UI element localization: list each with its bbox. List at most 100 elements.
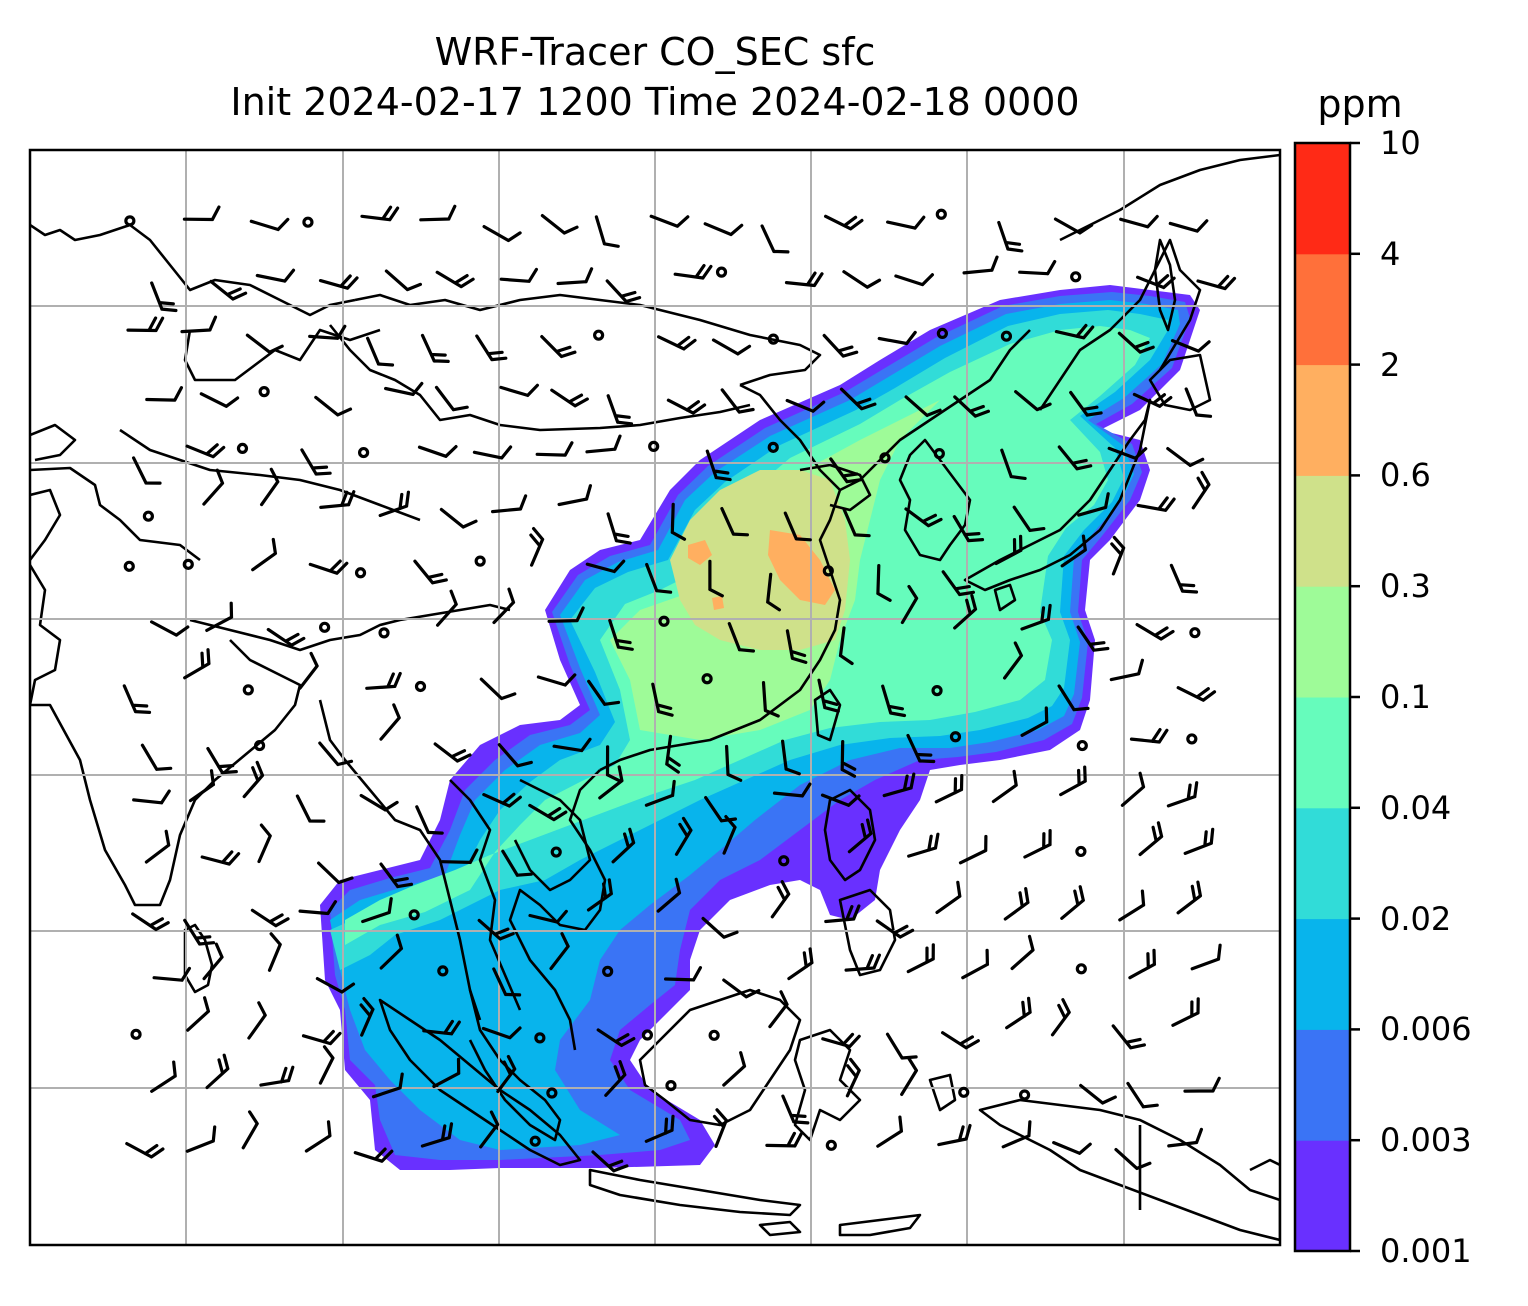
wind-barb	[1050, 998, 1071, 1037]
wind-barb	[766, 572, 781, 612]
wind-barb	[479, 1110, 500, 1149]
wind-barb	[379, 703, 401, 741]
wind-barb	[886, 215, 926, 230]
wind-barb	[499, 383, 539, 397]
wind-barb	[1010, 934, 1035, 971]
calm-wind-marker	[302, 216, 314, 228]
wind-barb	[413, 559, 448, 585]
wind-barb	[1136, 274, 1176, 290]
calm-wind-marker	[253, 739, 266, 752]
wind-barb	[829, 457, 863, 484]
wind-barb	[318, 741, 354, 767]
wind-barb	[145, 386, 183, 402]
wind-barb	[1183, 1076, 1221, 1093]
korea-coastline	[898, 438, 972, 562]
wind-barb	[366, 336, 395, 367]
wind-barb	[665, 734, 681, 774]
wind-barb	[300, 448, 332, 476]
wind-barb	[783, 511, 812, 542]
wind-barb	[656, 877, 682, 913]
wind-barb	[1018, 260, 1057, 276]
wind-barb	[132, 789, 171, 805]
border-central-1	[183, 328, 381, 382]
calm-wind-marker	[778, 855, 790, 867]
wind-barb	[251, 537, 277, 572]
wind-barb	[126, 316, 165, 333]
colorbar-tick-label: 0.04	[1380, 788, 1452, 827]
indochina-border-1	[449, 779, 522, 1011]
colorbar-unit-label: ppm	[1317, 82, 1403, 126]
wind-barb	[1107, 446, 1148, 460]
wind-barb	[770, 880, 791, 919]
wind-barb	[1057, 445, 1093, 471]
wind-barb	[670, 502, 687, 541]
wind-barb	[817, 678, 840, 713]
wind-barb	[365, 671, 402, 690]
wind-barb	[378, 490, 410, 518]
new-guinea	[978, 1098, 1280, 1242]
wind-barb	[820, 793, 861, 807]
wind-barb	[132, 456, 162, 485]
wind-barb	[1190, 943, 1222, 971]
wind-barb	[417, 445, 458, 458]
wind-barb	[497, 743, 533, 768]
wind-barb	[245, 333, 284, 354]
wind-barb	[434, 385, 469, 412]
wind-barb	[260, 467, 280, 507]
wind-barb	[1052, 1141, 1092, 1155]
calm-wind-marker	[1075, 845, 1087, 858]
colorbar-tick-label: 0.02	[1380, 899, 1452, 938]
wind-barb	[433, 742, 472, 763]
wind-barb	[784, 271, 824, 288]
wind-barb	[785, 398, 826, 413]
wind-barb	[1191, 470, 1211, 510]
wind-barb	[708, 559, 724, 598]
wind-barb	[1171, 997, 1200, 1027]
calm-wind-marker	[123, 560, 135, 572]
calm-wind-marker	[708, 1029, 720, 1041]
wind-barb	[1184, 387, 1213, 418]
wind-barb	[205, 601, 234, 632]
wind-barb	[991, 769, 1018, 804]
wind-barb	[557, 484, 592, 507]
wind-barb	[904, 395, 942, 417]
calm-wind-marker	[242, 684, 254, 696]
wind-barb	[255, 268, 296, 283]
wind-barb	[182, 205, 221, 222]
wind-barb	[536, 673, 577, 687]
wind-barb	[482, 792, 522, 808]
wind-barb	[645, 562, 673, 594]
wind-barb	[1057, 684, 1090, 712]
indochina-coast	[508, 769, 607, 1051]
wind-barb	[528, 909, 568, 924]
wind-barb	[591, 1150, 629, 1173]
wind-barb	[209, 279, 248, 301]
wind-barb	[259, 1065, 295, 1087]
wind-barb	[941, 570, 975, 597]
wind-barb	[781, 739, 801, 776]
field-band-7c	[712, 596, 724, 610]
wind-barb	[540, 214, 579, 235]
wind-barb	[937, 1123, 972, 1147]
wind-barb	[1119, 214, 1159, 229]
wind-barb	[907, 832, 940, 858]
wind-barb	[1003, 887, 1030, 921]
wind-barb	[666, 398, 707, 415]
wind-barb	[481, 1026, 522, 1040]
wind-barb	[360, 205, 400, 222]
wind-barb	[1060, 534, 1087, 568]
wind-barb	[317, 861, 354, 885]
border-west-2	[30, 488, 62, 561]
wind-barb	[606, 394, 634, 426]
wind-barb	[257, 823, 272, 864]
calm-wind-marker	[546, 1087, 558, 1099]
wind-barb	[206, 746, 238, 775]
wind-barb	[1117, 331, 1155, 354]
wind-barb	[1069, 390, 1103, 417]
wind-barb	[528, 803, 568, 822]
wind-barb	[420, 333, 450, 363]
wind-barb	[842, 507, 871, 538]
wind-barb	[727, 622, 755, 653]
wind-barb	[644, 1114, 675, 1143]
japan-hokkaido	[1148, 353, 1212, 412]
